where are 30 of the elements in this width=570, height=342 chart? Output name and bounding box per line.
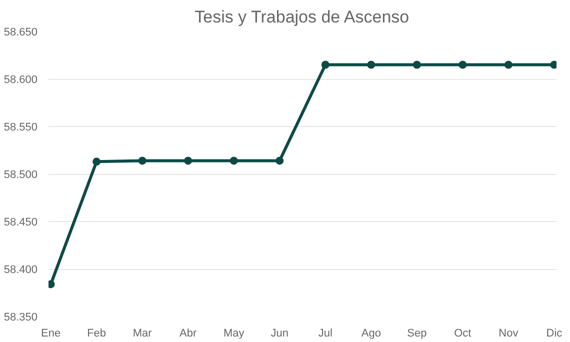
- x-tick-label: Jul: [318, 328, 332, 340]
- y-tick-label: 58.400: [4, 264, 38, 276]
- point: [230, 156, 238, 165]
- x-tick-label: Sep: [407, 328, 427, 340]
- point: [458, 60, 467, 69]
- point: [504, 60, 512, 69]
- y-tick-label: 58.450: [4, 216, 38, 228]
- point: [138, 156, 146, 165]
- x-tick-label: Dic: [546, 328, 563, 340]
- y-tick-label: 58.350: [4, 312, 38, 324]
- point: [92, 158, 101, 166]
- x-tick-label: Ene: [41, 328, 61, 340]
- point: [276, 156, 284, 165]
- x-tick-label: Abr: [180, 328, 197, 340]
- x-tick-label: Mar: [132, 328, 152, 340]
- x-tick-label: Nov: [498, 328, 519, 340]
- x-tick-label: Ago: [361, 328, 381, 340]
- y-tick-label: 58.500: [4, 169, 38, 181]
- y-tick-label: 58.650: [4, 26, 38, 38]
- y-tick-label: 58.600: [4, 74, 38, 86]
- point: [321, 60, 330, 69]
- point: [412, 60, 421, 69]
- x-tick-label: Feb: [87, 328, 106, 340]
- x-tick-label: Jun: [270, 328, 288, 340]
- chart-title: Tesis y Trabajos de Ascenso: [194, 8, 410, 26]
- x-tick-label: May: [223, 328, 245, 340]
- x-tick-label: Oct: [454, 328, 472, 340]
- y-tick-label: 58.550: [4, 122, 38, 134]
- point: [184, 156, 192, 165]
- point: [367, 60, 376, 69]
